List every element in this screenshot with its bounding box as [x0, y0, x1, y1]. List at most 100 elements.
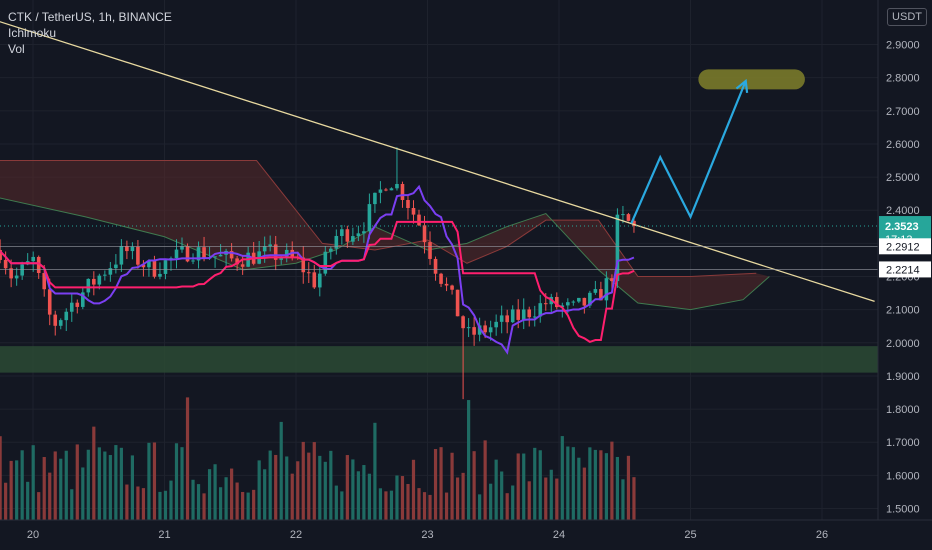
- candle: [505, 309, 509, 334]
- candle: [599, 281, 603, 301]
- candle-body: [213, 256, 217, 258]
- volume-bar: [500, 471, 504, 520]
- volume-bar: [467, 400, 471, 520]
- x-tick-label: 23: [421, 529, 433, 541]
- candle-body: [610, 278, 614, 282]
- candle: [92, 271, 96, 296]
- volume-bar: [544, 477, 548, 520]
- candle-body: [53, 314, 58, 326]
- volume-bar: [444, 492, 449, 520]
- volume-bar: [169, 480, 173, 520]
- candle-body: [196, 247, 201, 261]
- volume-bar: [136, 486, 140, 520]
- candle: [108, 261, 113, 282]
- candle-body: [373, 192, 377, 205]
- candle: [577, 297, 581, 304]
- candle: [499, 305, 504, 334]
- candle: [582, 297, 587, 314]
- candle: [439, 272, 443, 288]
- candle-body: [284, 249, 289, 259]
- candle-body: [229, 250, 234, 259]
- volume-bar: [373, 422, 377, 520]
- x-tick-label: 21: [158, 529, 170, 541]
- candle-body: [75, 302, 80, 307]
- volume-bar: [334, 485, 338, 520]
- y-tick-label: 2.6000: [886, 139, 920, 151]
- candle-body: [444, 283, 449, 286]
- symbol-label: CTK / TetherUS, 1h, BINANCE: [8, 10, 172, 24]
- candle: [3, 251, 8, 275]
- candles: [0, 147, 636, 400]
- volume-bar: [230, 468, 234, 520]
- projection-arrowhead: [735, 78, 749, 94]
- candle: [301, 246, 306, 284]
- volume-bar: [472, 451, 476, 520]
- candle: [472, 317, 476, 346]
- candle-body: [92, 278, 96, 285]
- candle: [455, 289, 460, 317]
- volume-bar: [345, 455, 349, 520]
- candle-body: [58, 320, 63, 326]
- candle-body: [345, 229, 350, 242]
- volume-bar: [400, 476, 405, 520]
- candle: [268, 235, 272, 252]
- candle-body: [114, 264, 118, 269]
- volume-bar: [290, 473, 294, 520]
- candle: [158, 262, 162, 280]
- ichimoku-label: Ichimoku: [8, 26, 57, 40]
- candle: [75, 299, 80, 314]
- candle: [466, 318, 471, 338]
- volume-bar: [213, 464, 217, 520]
- y-tick-label: 2.0000: [886, 338, 920, 350]
- candle-body: [180, 246, 184, 250]
- target-zone: [698, 69, 805, 90]
- candle: [136, 240, 140, 269]
- volume-bar: [185, 397, 190, 520]
- volume-bar: [522, 453, 526, 520]
- volume-bar: [158, 491, 162, 520]
- y-tick-label: 2.9000: [886, 40, 920, 52]
- candle: [334, 229, 339, 255]
- candle: [323, 246, 328, 276]
- volume-bar: [351, 459, 355, 520]
- axis-unit-button[interactable]: USDT: [887, 8, 927, 26]
- volume-bar: [246, 492, 250, 520]
- candle-body: [141, 264, 146, 268]
- candle-body: [516, 309, 521, 320]
- candle: [196, 241, 201, 269]
- volume-bar: [174, 443, 179, 520]
- candle-body: [42, 273, 47, 290]
- volume-bar: [108, 455, 112, 520]
- volume-bar: [26, 481, 30, 520]
- candle: [632, 218, 636, 233]
- volume-bar: [191, 479, 195, 520]
- candle: [141, 260, 146, 277]
- trendline: [0, 21, 875, 302]
- volume-bar: [92, 426, 96, 520]
- candle: [345, 225, 350, 248]
- candle-body: [455, 289, 460, 317]
- candle: [378, 181, 383, 204]
- candle: [130, 242, 135, 260]
- volume-bar: [263, 469, 267, 520]
- candle-body: [483, 325, 487, 333]
- volume-bar: [59, 458, 63, 520]
- candle-body: [152, 260, 157, 277]
- candle: [362, 222, 366, 243]
- volume-bar: [141, 488, 146, 520]
- candle-body: [163, 260, 168, 274]
- candle: [527, 306, 532, 327]
- candle-body: [47, 289, 52, 315]
- volume-bar: [31, 445, 35, 520]
- volume-bar: [75, 444, 79, 520]
- candle-body: [566, 302, 570, 306]
- volume-bar: [15, 460, 19, 520]
- candle-body: [306, 272, 311, 274]
- candle-body: [36, 256, 41, 274]
- candle-body: [147, 260, 151, 268]
- volume-bar: [163, 490, 168, 520]
- candle-body: [0, 250, 2, 260]
- candle-body: [3, 259, 8, 269]
- volume-bar: [439, 447, 443, 520]
